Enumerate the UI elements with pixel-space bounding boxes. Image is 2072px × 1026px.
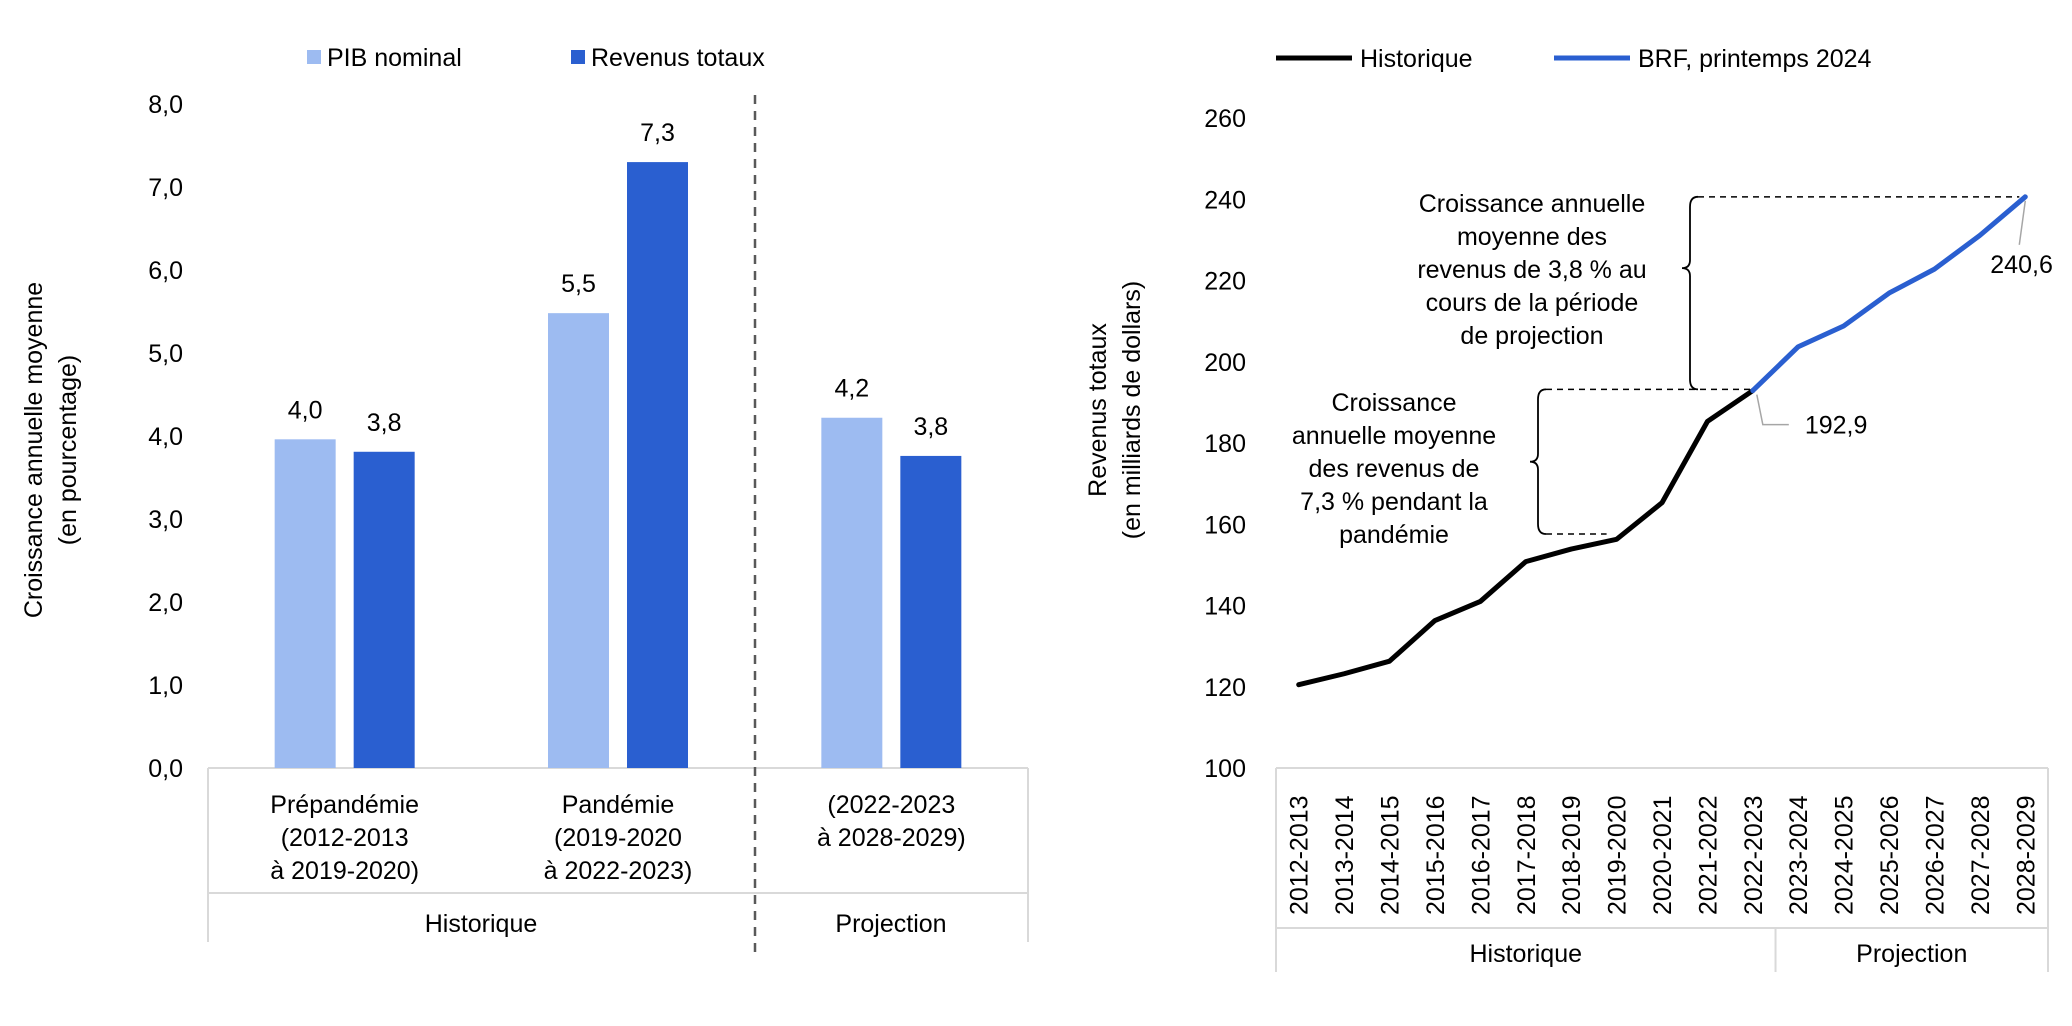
category-label: à 2022-2023) [544,857,693,885]
annotation-pandemie-line: pandémie [1339,521,1449,549]
x-tick-label: 2015-2016 [1422,795,1450,915]
y-tick-label: 140 [1204,593,1246,621]
category-label: Prépandémie [270,791,419,819]
bar-revenus-totaux [900,455,962,768]
y-axis-title-line-1: Croissance annuelle moyenne [20,282,48,618]
x-tick-label: 2023-2024 [1785,795,1813,915]
legend-swatch-pib-nominal [307,50,321,64]
x-tick-label: 2027-2028 [1967,795,1995,915]
y-tick-label: 0,0 [148,755,183,783]
bar-revenus-totaux [627,162,688,769]
bar-data-label: 5,5 [561,270,596,298]
legend-label-historique: Historique [1360,45,1473,73]
x-tick-label: 2021-2022 [1694,795,1722,915]
bar-pib-nominal [548,313,609,768]
x-tick-label: 2017-2018 [1513,795,1541,915]
y-tick-label: 8,0 [148,91,183,119]
annotation-pandemie-line: des revenus de [1309,455,1480,483]
y-tick-label: 220 [1204,268,1246,296]
x-tick-label: 2026-2027 [1921,795,1949,915]
annotation-projection-line: de projection [1460,322,1603,350]
bar-data-label: 7,3 [640,119,675,147]
group-label-projection: Projection [1856,940,1967,968]
y-tick-label: 5,0 [148,340,183,368]
y-tick-label: 160 [1204,511,1246,539]
group-label-historique: Historique [1469,940,1582,968]
x-tick-label: 2025-2026 [1876,795,1904,915]
y-axis-title-line-2: (en pourcentage) [54,355,82,545]
y-tick-label: 240 [1204,186,1246,214]
leader-line-240-6 [2018,200,2027,245]
legend-label-pib-nominal: PIB nominal [327,44,462,72]
bar-pib-nominal [821,417,883,768]
x-tick-label: 2019-2020 [1604,795,1632,915]
point-label-192-9: 192,9 [1805,412,1868,440]
group-label-historique: Historique [425,910,538,938]
legend-swatch-revenus-totaux [571,50,585,64]
bar-pib-nominal [274,439,336,768]
group-label-projection: Projection [835,910,946,938]
bar-revenus-totaux [353,451,415,768]
y-tick-label: 1,0 [148,672,183,700]
y-tick-label: 7,0 [148,174,183,202]
y-tick-label: 3,0 [148,506,183,534]
category-label: (2019-2020 [554,824,682,852]
x-tick-label: 2013-2014 [1331,795,1359,915]
annotation-pandemie-line: 7,3 % pendant la [1300,488,1488,516]
annotation-projection-line: Croissance annuelle [1419,190,1646,218]
y-tick-label: 120 [1204,674,1246,702]
annotation-pandemie-line: annuelle moyenne [1292,422,1496,450]
bar-data-label: 3,8 [913,413,948,441]
y-tick-label: 200 [1204,349,1246,377]
x-tick-label: 2024-2025 [1831,795,1859,915]
x-tick-label: 2016-2017 [1467,795,1495,915]
line-series-brf-printemps-2024 [1750,194,2028,394]
y-tick-label: 4,0 [148,423,183,451]
category-label: (2012-2013 [281,824,409,852]
bar-data-label: 3,8 [367,409,402,437]
x-tick-label: 2020-2021 [1649,795,1677,915]
bar-data-label: 4,0 [288,396,323,424]
x-tick-label: 2028-2029 [2012,795,2040,915]
annotation-projection-line: revenus de 3,8 % au [1417,256,1646,284]
x-tick-label: 2022-2023 [1740,795,1768,915]
line-series-historique [1296,388,1756,688]
point-label-240-6: 240,6 [1990,251,2053,279]
category-label: Pandémie [562,791,675,819]
x-tick-label: 2012-2013 [1286,795,1314,915]
y-tick-label: 6,0 [148,257,183,285]
y-tick-label: 100 [1204,755,1246,783]
y-tick-label: 180 [1204,430,1246,458]
bracket-projection [1681,195,1699,391]
legend-label-revenus-totaux: Revenus totaux [591,44,765,72]
annotation-projection-line: moyenne des [1457,223,1607,251]
category-label: à 2028-2029) [817,824,966,852]
annotation-projection-line: cours de la période [1426,289,1639,317]
annotation-pandemie-line: Croissance [1331,389,1456,417]
category-label: à 2019-2020) [270,857,419,885]
y-axis-title-line-2: (en milliards de dollars) [1118,281,1146,539]
category-label: (2022-2023 [827,791,955,819]
legend-label-brf: BRF, printemps 2024 [1638,45,1872,73]
leader-line-192-9 [1756,394,1789,426]
y-tick-label: 2,0 [148,589,183,617]
x-tick-label: 2014-2015 [1377,795,1405,915]
bracket-pandemie [1529,388,1547,535]
x-tick-label: 2018-2019 [1558,795,1586,915]
bar-data-label: 4,2 [834,375,869,403]
y-tick-label: 260 [1204,105,1246,133]
y-axis-title-line-1: Revenus totaux [1084,323,1112,497]
